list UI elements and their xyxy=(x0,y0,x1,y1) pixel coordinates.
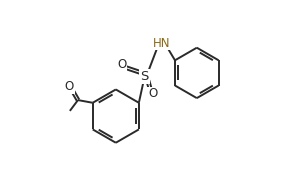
Text: HN: HN xyxy=(153,37,171,50)
Text: O: O xyxy=(65,80,74,93)
Text: O: O xyxy=(117,58,126,71)
Text: S: S xyxy=(141,70,149,83)
Text: O: O xyxy=(148,87,157,100)
